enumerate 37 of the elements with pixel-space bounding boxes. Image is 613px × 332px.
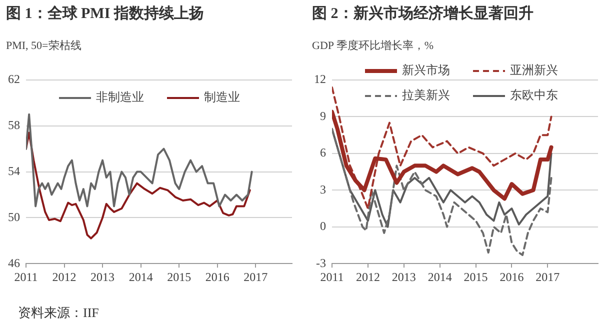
y-tick-label: 50 <box>8 210 20 224</box>
x-tick-label: 2017 <box>244 270 268 284</box>
x-tick-label: 2011 <box>320 270 344 284</box>
y-axis-title: GDP 季度环比增长率，% <box>312 38 434 53</box>
y-tick-label: 3 <box>320 182 326 196</box>
text: 资料来源：IIF <box>18 304 99 322</box>
y-tick-label: 0 <box>320 219 326 234</box>
x-tick-label: 2012 <box>356 270 380 284</box>
y-tick-label: 54 <box>8 164 20 178</box>
legend-label: 非制造业 <box>96 90 144 104</box>
y-tick-label: 12 <box>314 72 326 86</box>
legend-label: 新兴市场 <box>402 63 450 78</box>
x-tick-label: 2013 <box>90 270 115 284</box>
legend-label: 亚洲新兴 <box>510 63 558 78</box>
y-tick-label: 46 <box>8 256 20 270</box>
y-tick-label: 9 <box>320 108 326 123</box>
line-series <box>332 128 552 256</box>
x-tick-label: 2017 <box>536 270 560 284</box>
y-axis-title: PMI, 50=荣枯线 <box>6 39 82 53</box>
x-tick-label: 2015 <box>464 270 488 284</box>
chart-title: 图 1：全球 PMI 指数持续上扬 <box>6 4 204 23</box>
legend-label: 拉美新兴 <box>402 88 450 102</box>
legend-label: 制造业 <box>204 90 240 104</box>
legend-label: 东欧中东 <box>510 88 558 102</box>
x-tick-label: 2014 <box>128 270 153 284</box>
x-tick-label: 2015 <box>167 270 192 284</box>
x-tick-label: 2012 <box>52 270 76 284</box>
y-tick-label: 62 <box>8 72 20 86</box>
x-tick-label: 2016 <box>500 270 524 284</box>
chart-title: 图 2：新兴市场经济增长显著回升 <box>312 4 534 23</box>
x-tick-label: 2016 <box>205 270 230 284</box>
y-tick-label: 6 <box>320 146 326 160</box>
x-tick-label: 2013 <box>392 270 416 284</box>
x-tick-label: 2014 <box>428 270 452 284</box>
y-tick-label: 58 <box>8 118 20 132</box>
y-tick-label: -3 <box>316 256 326 270</box>
x-tick-label: 2011 <box>14 270 38 284</box>
